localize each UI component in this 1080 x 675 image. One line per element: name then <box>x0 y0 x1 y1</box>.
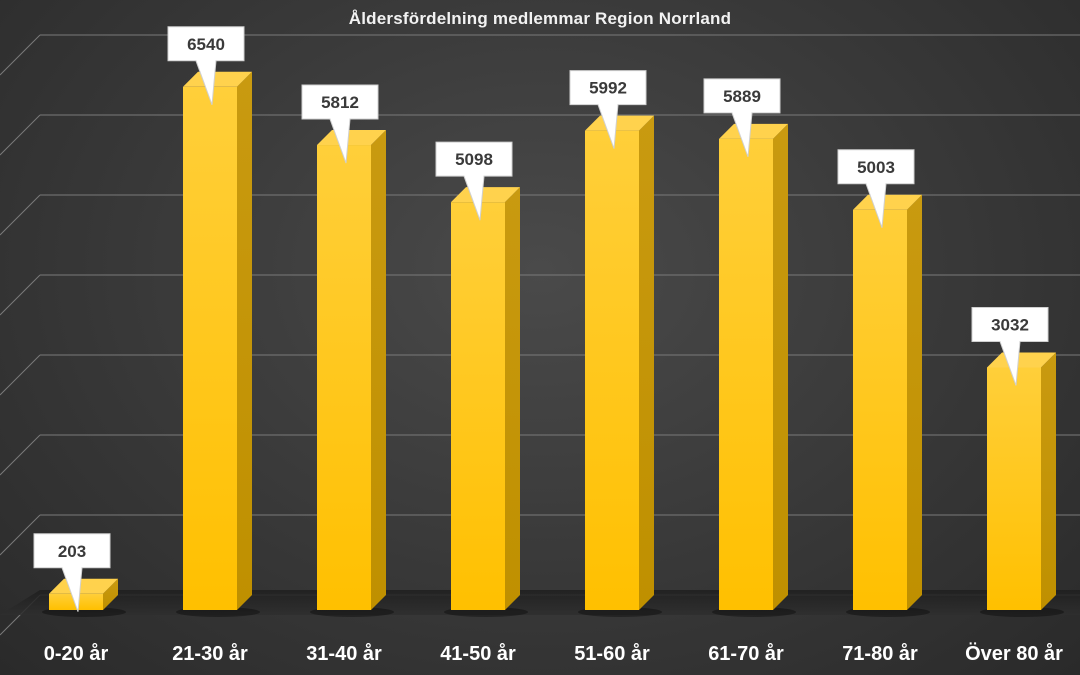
bar-side <box>639 115 654 610</box>
data-label-2: 6540 <box>167 26 245 105</box>
data-label-4: 5098 <box>435 141 513 221</box>
data-label: 5992 <box>589 79 627 98</box>
bar-front <box>987 367 1041 610</box>
data-label-callout <box>837 149 915 228</box>
data-label: 203 <box>58 542 86 561</box>
x-tick-label: 0-20 år <box>44 642 109 665</box>
gridline-slant <box>0 434 41 476</box>
x-tick-label: 41-50 år <box>440 642 516 665</box>
bar-side <box>103 578 118 610</box>
data-label: 5003 <box>857 158 895 177</box>
data-label-5: 5992 <box>569 70 647 149</box>
bar-1 <box>42 578 126 617</box>
data-label-callout <box>569 70 647 149</box>
data-label-callout <box>435 141 513 221</box>
data-label: 3032 <box>991 315 1029 334</box>
bar-top <box>853 194 922 210</box>
data-label-callout <box>971 306 1049 386</box>
bar-3 <box>310 130 394 617</box>
bar-front <box>317 145 371 611</box>
x-tick-label: 21-30 år <box>172 642 248 665</box>
bar-side <box>773 123 788 610</box>
bar-5 <box>578 115 662 617</box>
data-label: 5889 <box>723 87 761 106</box>
bar-6 <box>712 123 796 617</box>
bar-top <box>317 130 386 146</box>
x-tick-label: 71-80 år <box>842 642 918 665</box>
data-label-callout <box>301 84 379 164</box>
data-label-callout <box>167 26 245 105</box>
data-label: 5812 <box>321 93 359 112</box>
data-label-8: 3032 <box>971 306 1049 386</box>
data-label-1: 203 <box>33 533 111 612</box>
bar-side <box>237 71 252 611</box>
bar-7 <box>846 194 930 617</box>
data-label-callout <box>703 78 781 158</box>
bar-front <box>451 202 505 610</box>
x-tick-label: Över 80 år <box>965 642 1063 665</box>
data-label-7: 5003 <box>837 149 915 228</box>
gridline-slant <box>0 514 41 556</box>
data-label: 6540 <box>187 35 225 54</box>
bar-front <box>183 86 237 611</box>
gridline-slant <box>0 354 41 396</box>
floor <box>0 590 1080 615</box>
x-tick-label: 61-70 år <box>708 642 784 665</box>
x-tick-label: 31-40 år <box>306 642 382 665</box>
bar-front <box>719 138 773 610</box>
gridline-slant <box>0 274 41 316</box>
bar-top <box>987 352 1056 368</box>
bar-front <box>585 130 639 610</box>
data-label-callout <box>33 533 111 612</box>
bar-front <box>853 209 907 610</box>
x-tick-label: 51-60 år <box>574 642 650 665</box>
bar-side <box>907 194 922 610</box>
chart-title: Åldersfördelning medlemmar Region Norrla… <box>348 9 732 28</box>
bar-8 <box>980 352 1064 617</box>
gridline-slant <box>0 114 41 156</box>
bar-2 <box>176 71 260 617</box>
gridline-slant <box>0 34 41 76</box>
bar-top <box>585 115 654 131</box>
bar-top <box>719 123 788 139</box>
data-label: 5098 <box>455 150 493 169</box>
bar-4 <box>444 187 528 617</box>
bar-side <box>1041 352 1056 610</box>
bar-top <box>183 71 252 87</box>
bar-top <box>451 187 520 203</box>
data-label-3: 5812 <box>301 84 379 164</box>
data-label-6: 5889 <box>703 78 781 158</box>
gridline-slant <box>0 194 41 236</box>
bar-top <box>49 578 118 594</box>
bar-side <box>505 187 520 610</box>
bar-side <box>371 130 386 611</box>
